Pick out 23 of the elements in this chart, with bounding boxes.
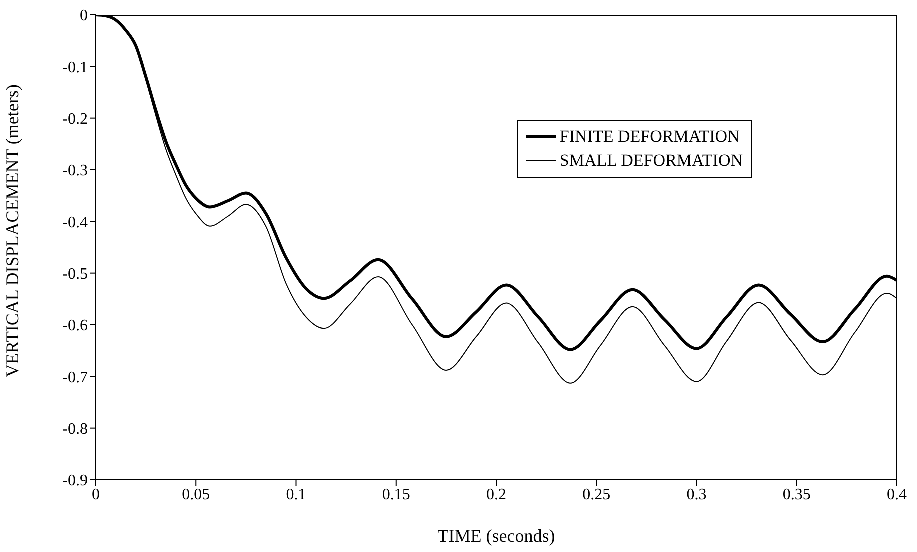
y-tick-label: -0.8 [62,421,88,438]
y-axis-title: VERTICAL DISPLACEMENT (meters) [2,84,22,378]
x-tick-label: 0.05 [182,486,210,504]
x-tick-label: 0 [92,486,100,504]
legend-label: SMALL DEFORMATION [560,150,743,172]
y-tick-label: 0 [80,8,88,25]
x-tick-label: 0.3 [686,486,707,504]
y-tick-label: -0.7 [62,369,88,386]
x-tick-label: 0.1 [286,486,306,504]
y-tick-label: -0.9 [62,472,88,490]
x-tick-label: 0.35 [782,486,811,504]
x-tick-label: 0.15 [382,486,410,504]
y-tick-label: -0.6 [62,318,88,335]
y-tick-label: -0.1 [62,59,88,76]
y-tick-label: -0.3 [62,162,88,180]
x-tick-label: 0.4 [887,486,907,504]
x-tick-label: 0.25 [582,486,611,504]
legend-label: FINITE DEFORMATION [560,126,740,148]
y-tick-label: -0.4 [62,214,88,232]
y-tick-label: -0.5 [62,266,88,284]
x-axis-title: TIME (seconds) [438,526,556,546]
x-tick-label: 0.2 [486,486,506,504]
y-tick-label: -0.2 [62,111,88,128]
